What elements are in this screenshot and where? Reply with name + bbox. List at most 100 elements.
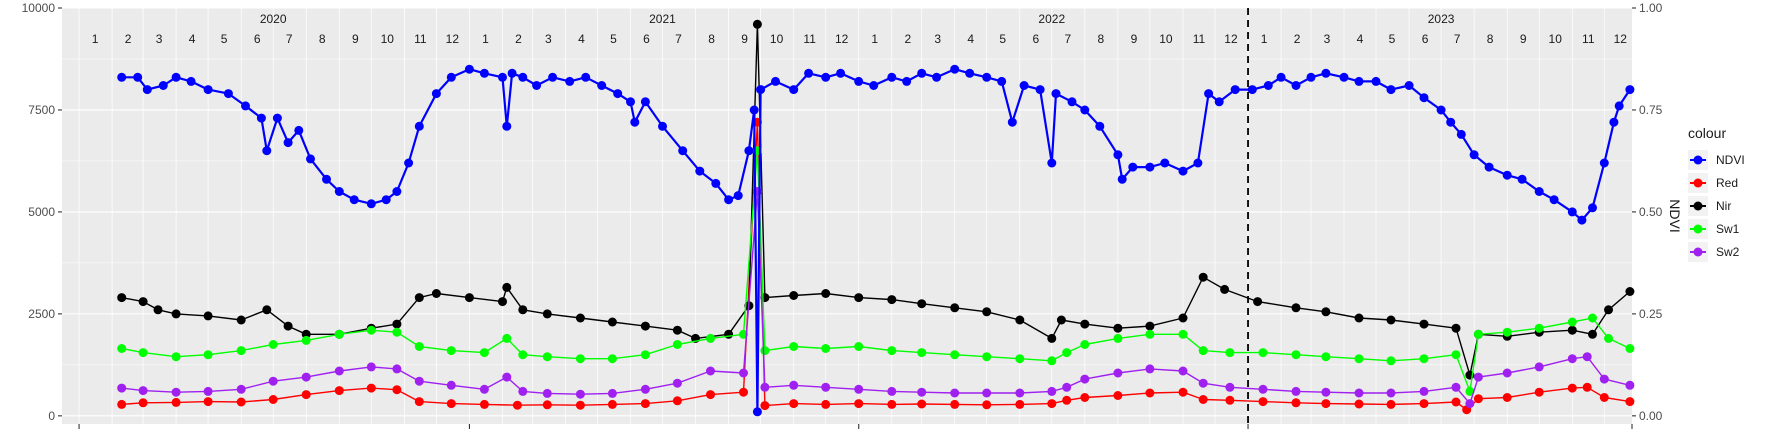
data-point-nir [1354, 313, 1364, 323]
data-point-ndvi [771, 76, 780, 86]
data-point-red [1258, 397, 1268, 407]
data-point-ndvi [507, 68, 517, 78]
data-point-ndvi [1371, 76, 1381, 86]
legend: colour NDVI Red Nir Sw1 Sw2 [1688, 125, 1745, 262]
series-sw2 [117, 187, 1635, 409]
data-point-red [1582, 382, 1592, 392]
data-point-nir [171, 309, 181, 319]
data-point-sw1 [1386, 356, 1396, 366]
data-point-red [512, 400, 522, 410]
data-point-ndvi [982, 72, 992, 82]
data-point-red [789, 399, 799, 409]
data-point-ndvi [1178, 166, 1188, 176]
data-point-red [672, 396, 682, 406]
month-label: 6 [1032, 32, 1039, 46]
data-point-nir [1291, 303, 1301, 313]
data-point-nir [1015, 315, 1025, 325]
data-point-ndvi [744, 146, 754, 156]
legend-key-point [1693, 247, 1703, 257]
data-point-ndvi [381, 195, 391, 205]
month-label: 5 [610, 32, 617, 46]
data-point-sw1 [236, 346, 246, 356]
data-point-sw1 [607, 354, 617, 364]
data-point-ndvi [756, 85, 766, 95]
data-point-sw2 [789, 380, 799, 390]
data-point-red [1321, 399, 1331, 409]
data-point-ndvi [186, 76, 196, 86]
data-point-sw1 [1291, 350, 1301, 360]
month-label: 3 [934, 32, 941, 46]
data-point-red [1567, 383, 1577, 393]
data-point-ndvi [349, 195, 359, 205]
data-point-sw1 [1502, 327, 1512, 337]
data-point-ndvi [241, 101, 250, 111]
month-label: 12 [1614, 32, 1628, 46]
series-nir [117, 19, 1635, 380]
data-point-nir [431, 289, 441, 298]
month-label: 9 [1131, 32, 1138, 46]
legend-label-nir: Nir [1716, 199, 1731, 213]
data-point-ndvi [272, 113, 282, 123]
data-point-ndvi [678, 146, 688, 156]
data-point-ndvi [630, 117, 640, 127]
data-point-sw2 [1599, 374, 1609, 384]
data-point-sw1 [1567, 317, 1577, 327]
data-point-sw2 [366, 362, 376, 372]
data-point-ndvi [597, 81, 607, 90]
data-point-sw2 [446, 380, 456, 390]
data-point-nir [724, 329, 734, 339]
data-point-sw2 [1465, 399, 1475, 409]
data-point-sw1 [1047, 356, 1057, 366]
data-point-red [117, 399, 127, 409]
data-point-ndvi [695, 166, 705, 176]
month-label: 8 [1098, 32, 1105, 46]
data-point-sw1 [1225, 348, 1235, 358]
data-point-ndvi [1456, 129, 1466, 139]
data-point-red [887, 399, 897, 409]
data-point-sw1 [760, 346, 770, 356]
month-label: 3 [1324, 32, 1331, 46]
data-point-ndvi [532, 81, 542, 90]
data-point-ndvi [711, 178, 721, 188]
data-point-red [1015, 399, 1025, 409]
legend-label-sw2: Sw2 [1716, 245, 1740, 259]
month-label: 7 [286, 32, 293, 46]
data-point-red [1291, 398, 1301, 408]
data-point-ndvi [1614, 101, 1624, 111]
data-point-ndvi [640, 97, 650, 107]
month-label: 11 [803, 32, 816, 46]
month-label: 10 [770, 32, 784, 46]
data-point-sw1 [392, 327, 402, 337]
data-point-red [414, 397, 424, 407]
month-label: 12 [1224, 32, 1238, 46]
data-point-sw2 [301, 372, 311, 382]
data-point-red [1354, 399, 1364, 409]
data-point-ndvi [1419, 93, 1429, 103]
data-point-ndvi [498, 72, 507, 82]
data-point-ndvi [1291, 81, 1301, 90]
data-point-red [607, 399, 617, 409]
month-label: 1 [482, 32, 489, 46]
data-point-sw1 [203, 350, 213, 360]
data-point-red [1625, 397, 1635, 407]
data-point-ndvi [479, 68, 489, 78]
data-point-red [446, 399, 456, 409]
data-point-nir [1113, 323, 1123, 333]
data-point-sw1 [301, 335, 311, 345]
data-point-sw2 [917, 387, 927, 397]
month-label: 8 [708, 32, 715, 46]
legend-key-red [1688, 173, 1708, 193]
data-point-nir [1321, 307, 1331, 317]
data-point-sw1 [171, 352, 181, 362]
data-point-nir [887, 295, 897, 305]
data-point-sw1 [1625, 344, 1635, 353]
data-point-red [1178, 387, 1188, 397]
data-point-nir [752, 19, 762, 29]
data-point-nir [1220, 284, 1230, 294]
data-point-ndvi [658, 121, 667, 131]
month-label: 12 [446, 32, 460, 46]
data-point-sw2 [502, 372, 512, 382]
month-label: 4 [189, 32, 196, 46]
data-point-red [1080, 393, 1090, 402]
plot-panel [62, 8, 1632, 424]
